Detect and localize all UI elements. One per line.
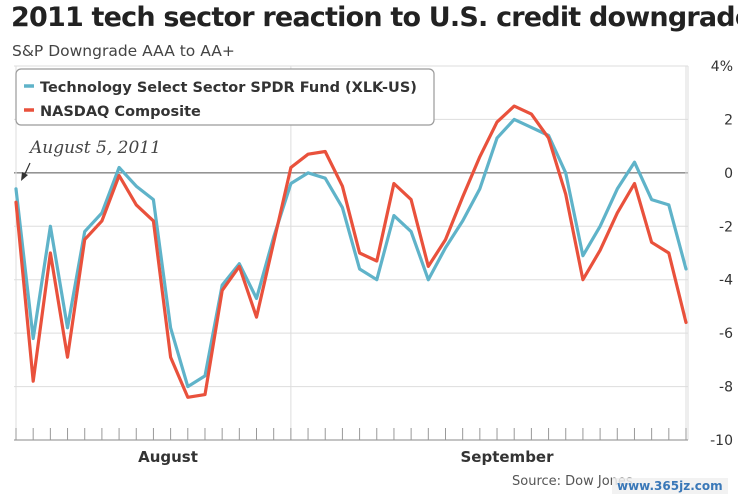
y-tick-label: 2 <box>724 112 733 128</box>
chart-subtitle: S&P Downgrade AAA to AA+ <box>12 42 235 60</box>
y-tick-label: 0 <box>724 166 733 182</box>
annotation-arrow-head <box>21 172 28 181</box>
legend-box <box>15 68 435 126</box>
chart-title: 2011 tech sector reaction to U.S. credit… <box>11 2 738 33</box>
nasdaq-series-line <box>14 104 688 399</box>
y-tick-label: -10 <box>710 433 733 449</box>
annotation-text: August 5, 2011 <box>28 138 161 158</box>
y-tick-label: -8 <box>719 380 733 396</box>
x-tick-label: August <box>138 448 198 466</box>
y-tick-label: 4% <box>711 59 733 75</box>
y-tick-label: -2 <box>719 219 733 235</box>
xlk-series-line <box>14 117 688 389</box>
watermark: www.365jz.com <box>612 478 728 494</box>
x-tick-label: September <box>461 448 555 466</box>
legend-label: NASDAQ Composite <box>40 104 201 120</box>
legend-label: Technology Select Sector SPDR Fund (XLK-… <box>40 80 417 96</box>
y-tick-label: -6 <box>719 326 733 342</box>
y-tick-label: -4 <box>719 273 733 289</box>
source-note: Source: Dow Jones <box>512 474 633 489</box>
